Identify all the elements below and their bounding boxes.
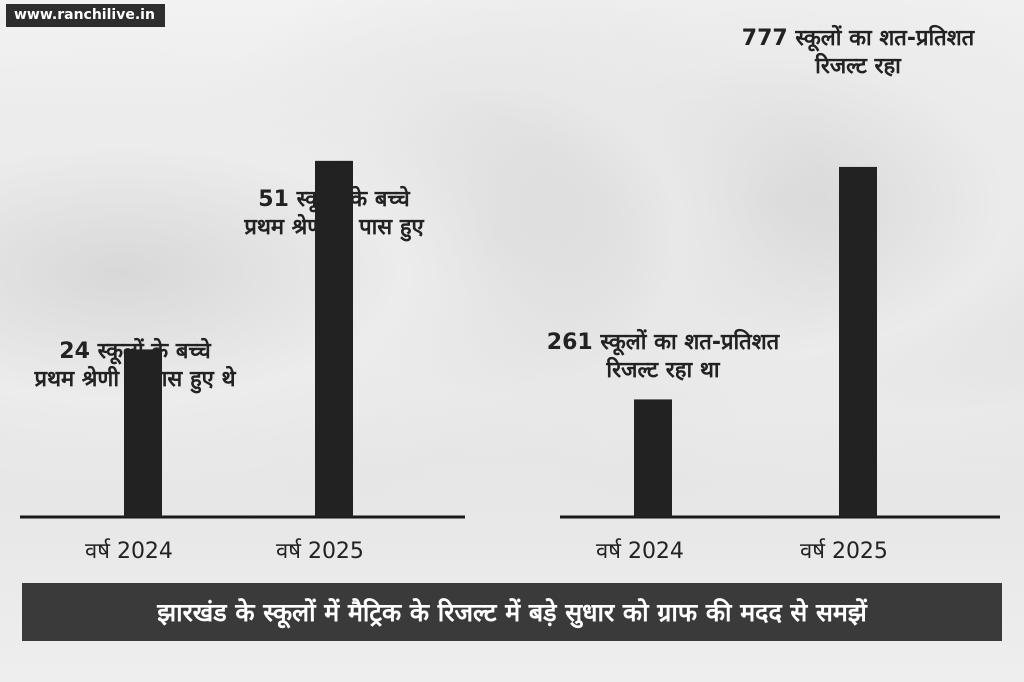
chart-1-bar-2024: [124, 349, 162, 517]
site-url-badge: www.ranchilive.in: [6, 4, 165, 27]
chart-2-x-tick-2024: वर्ष 2024: [596, 539, 684, 564]
chart-2-annotation-2024: 261 स्कूलों का शत-प्रतिशत रिजल्ट रहा था: [498, 329, 828, 385]
annotation-line: प्रथम श्रेणी से पास हुए: [244, 215, 424, 241]
annotation-line: 51 स्कूलों के बच्चे: [258, 187, 410, 212]
annotation-line: 24 स्कूलों के बच्चे: [59, 339, 211, 364]
annotation-line: 777 स्कूलों का शत-प्रतिशत: [741, 26, 975, 51]
chart-1-annotation-2025: 51 स्कूलों के बच्चे प्रथम श्रेणी से पास …: [205, 186, 463, 242]
chart-1-bar-2025: [315, 160, 353, 517]
annotation-line: रिजल्ट रहा था: [606, 358, 720, 384]
chart-1-annotation-2024: 24 स्कूलों के बच्चे प्रथम श्रेणी से पास …: [0, 338, 270, 394]
chart-2-annotation-2025: 777 स्कूलों का शत-प्रतिशत रिजल्ट रहा: [696, 25, 1020, 81]
chart-2-bar-2025: [839, 166, 877, 517]
chart-1-x-tick-2024: वर्ष 2024: [85, 539, 173, 564]
chart-2-x-tick-2025: वर्ष 2025: [800, 539, 888, 564]
annotation-line: रिजल्ट रहा: [815, 54, 901, 80]
caption-banner: झारखंड के स्कूलों में मैट्रिक के रिजल्ट …: [22, 583, 1002, 641]
annotation-line: 261 स्कूलों का शत-प्रतिशत: [546, 330, 780, 355]
chart-2-bar-2024: [634, 399, 672, 517]
annotation-line: प्रथम श्रेणी से पास हुए थे: [34, 367, 236, 393]
chart-1-x-tick-2025: वर्ष 2025: [276, 539, 364, 564]
